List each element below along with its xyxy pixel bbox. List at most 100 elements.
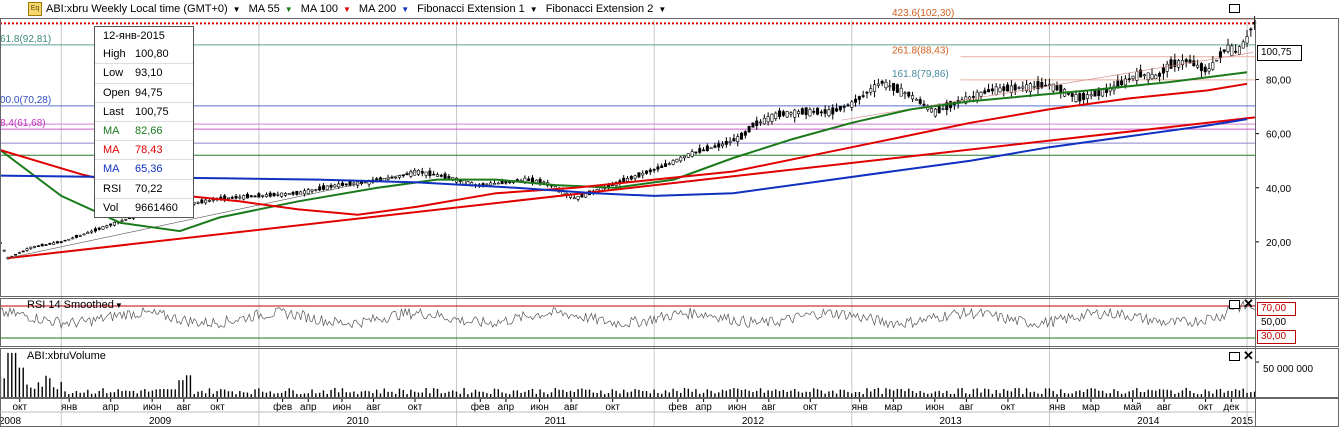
candle-body: [299, 191, 303, 195]
month-label: июн: [728, 402, 747, 413]
info-row: MA 65,36: [95, 159, 193, 178]
candle-body: [101, 226, 105, 230]
maximize-volume-pane-icon[interactable]: [1229, 352, 1240, 361]
candle-body: [1230, 45, 1234, 56]
candle-body: [109, 223, 113, 226]
ma200-label[interactable]: MA 200 ▼: [358, 3, 410, 15]
candle-body: [238, 196, 242, 199]
candle-body: [990, 88, 994, 92]
dropdown-arrow-icon[interactable]: ▼: [343, 5, 351, 14]
year-label: 2008: [0, 416, 22, 427]
candle-body: [1158, 72, 1162, 77]
candle-body: [1222, 49, 1226, 52]
candle-body: [1192, 60, 1196, 67]
year-label: 2009: [149, 416, 172, 427]
close-rsi-pane-icon[interactable]: ✕: [1243, 296, 1254, 311]
candle-body: [86, 231, 90, 234]
dropdown-arrow-icon[interactable]: ▼: [114, 301, 123, 310]
rsi-upper-badge: 70,00: [1257, 302, 1296, 316]
candle-body: [633, 175, 637, 179]
ma55-label[interactable]: MA 55 ▼: [248, 3, 293, 15]
candle-body: [732, 138, 736, 142]
info-key: MA: [103, 163, 120, 176]
candle-body: [797, 111, 801, 115]
candle-body: [835, 108, 839, 112]
candle-body: [869, 88, 873, 93]
month-label: фев: [471, 401, 490, 413]
month-label: авг: [177, 402, 192, 413]
month-label: май: [1123, 402, 1141, 413]
candle-body: [694, 151, 698, 154]
dropdown-arrow-icon[interactable]: ▼: [658, 5, 667, 14]
candle-body: [280, 192, 284, 197]
fibonacci-extension-1-label[interactable]: Fibonacci Extension 1 ▼: [417, 3, 538, 15]
candle-body: [770, 113, 774, 122]
month-label: мар: [1082, 402, 1100, 413]
dropdown-arrow-icon[interactable]: ▼: [401, 5, 410, 14]
candle-body: [496, 182, 500, 185]
candle-body: [447, 176, 451, 179]
candle-body: [245, 193, 249, 199]
candle-body: [253, 195, 257, 198]
fibonacci-extension-2-label[interactable]: Fibonacci Extension 2 ▼: [545, 3, 667, 15]
volume-title[interactable]: ABI:xbruVolume: [27, 350, 106, 362]
candle-body: [257, 193, 261, 198]
candle-body: [683, 155, 687, 159]
candle-body: [538, 178, 542, 184]
candle-body: [432, 173, 436, 176]
rsi-pane: [0, 300, 1255, 339]
candle-body: [838, 105, 842, 111]
y-tick-label: 60,00: [1266, 130, 1291, 141]
year-label: 2014: [1137, 416, 1160, 427]
month-label: дек: [1223, 402, 1239, 413]
candle-body: [314, 189, 318, 191]
info-row: Last 100,75: [95, 101, 193, 121]
candle-body: [819, 111, 823, 114]
fib-label: 423.6(102,30): [892, 8, 954, 19]
candle-body: [1199, 63, 1203, 72]
candle-body: [652, 169, 656, 171]
info-row: Vol 9661460: [95, 197, 193, 217]
maximize-rsi-pane-icon[interactable]: [1229, 300, 1240, 309]
rsi-title[interactable]: RSI 14 Smoothed▼: [27, 299, 123, 311]
candle-body: [846, 104, 850, 107]
candle-body: [724, 141, 728, 145]
month-label: июн: [143, 402, 162, 413]
dropdown-arrow-icon[interactable]: ▼: [284, 5, 293, 14]
info-value: 93,10: [135, 67, 163, 80]
candle-body: [1234, 51, 1238, 53]
ma100-label[interactable]: MA 100 ▼: [300, 3, 351, 15]
candle-body: [804, 107, 808, 115]
close-volume-pane-icon[interactable]: ✕: [1243, 348, 1254, 363]
candle-body: [492, 182, 496, 185]
candle-body: [458, 180, 462, 182]
dropdown-arrow-icon[interactable]: ▼: [232, 5, 241, 14]
candle-body: [200, 199, 204, 204]
candle-body: [1120, 80, 1124, 86]
candle-body: [264, 194, 268, 198]
candle-body: [287, 192, 291, 195]
candle-body: [443, 173, 447, 179]
candle-body: [1226, 44, 1230, 52]
candle-body: [1184, 59, 1188, 63]
candle-body: [1025, 84, 1029, 92]
candle-body: [816, 107, 820, 115]
candle-body: [884, 81, 888, 89]
candle-body: [717, 143, 721, 148]
candle-body: [876, 83, 880, 86]
y-tick-label: 20,00: [1266, 238, 1291, 249]
candle-body: [390, 176, 394, 179]
candle-body: [1177, 60, 1181, 68]
equity-icon[interactable]: Eq: [28, 2, 42, 16]
year-label: 2010: [347, 416, 370, 427]
candle-body: [679, 156, 683, 162]
candle-body: [1055, 85, 1059, 91]
candle-body: [705, 145, 709, 151]
dropdown-arrow-icon[interactable]: ▼: [529, 5, 538, 14]
info-row: Open 94,75: [95, 82, 193, 102]
maximize-pane-icon[interactable]: [1229, 4, 1240, 13]
candle-body: [230, 197, 234, 199]
candle-body: [196, 202, 200, 204]
symbol-label[interactable]: ABI:xbru Weekly Local time (GMT+0) ▼: [46, 3, 241, 15]
candle-body: [702, 149, 706, 152]
